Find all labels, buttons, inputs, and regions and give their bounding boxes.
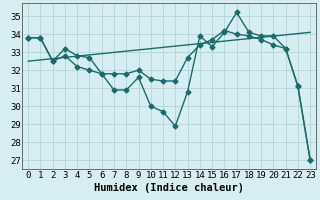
X-axis label: Humidex (Indice chaleur): Humidex (Indice chaleur) <box>94 182 244 193</box>
